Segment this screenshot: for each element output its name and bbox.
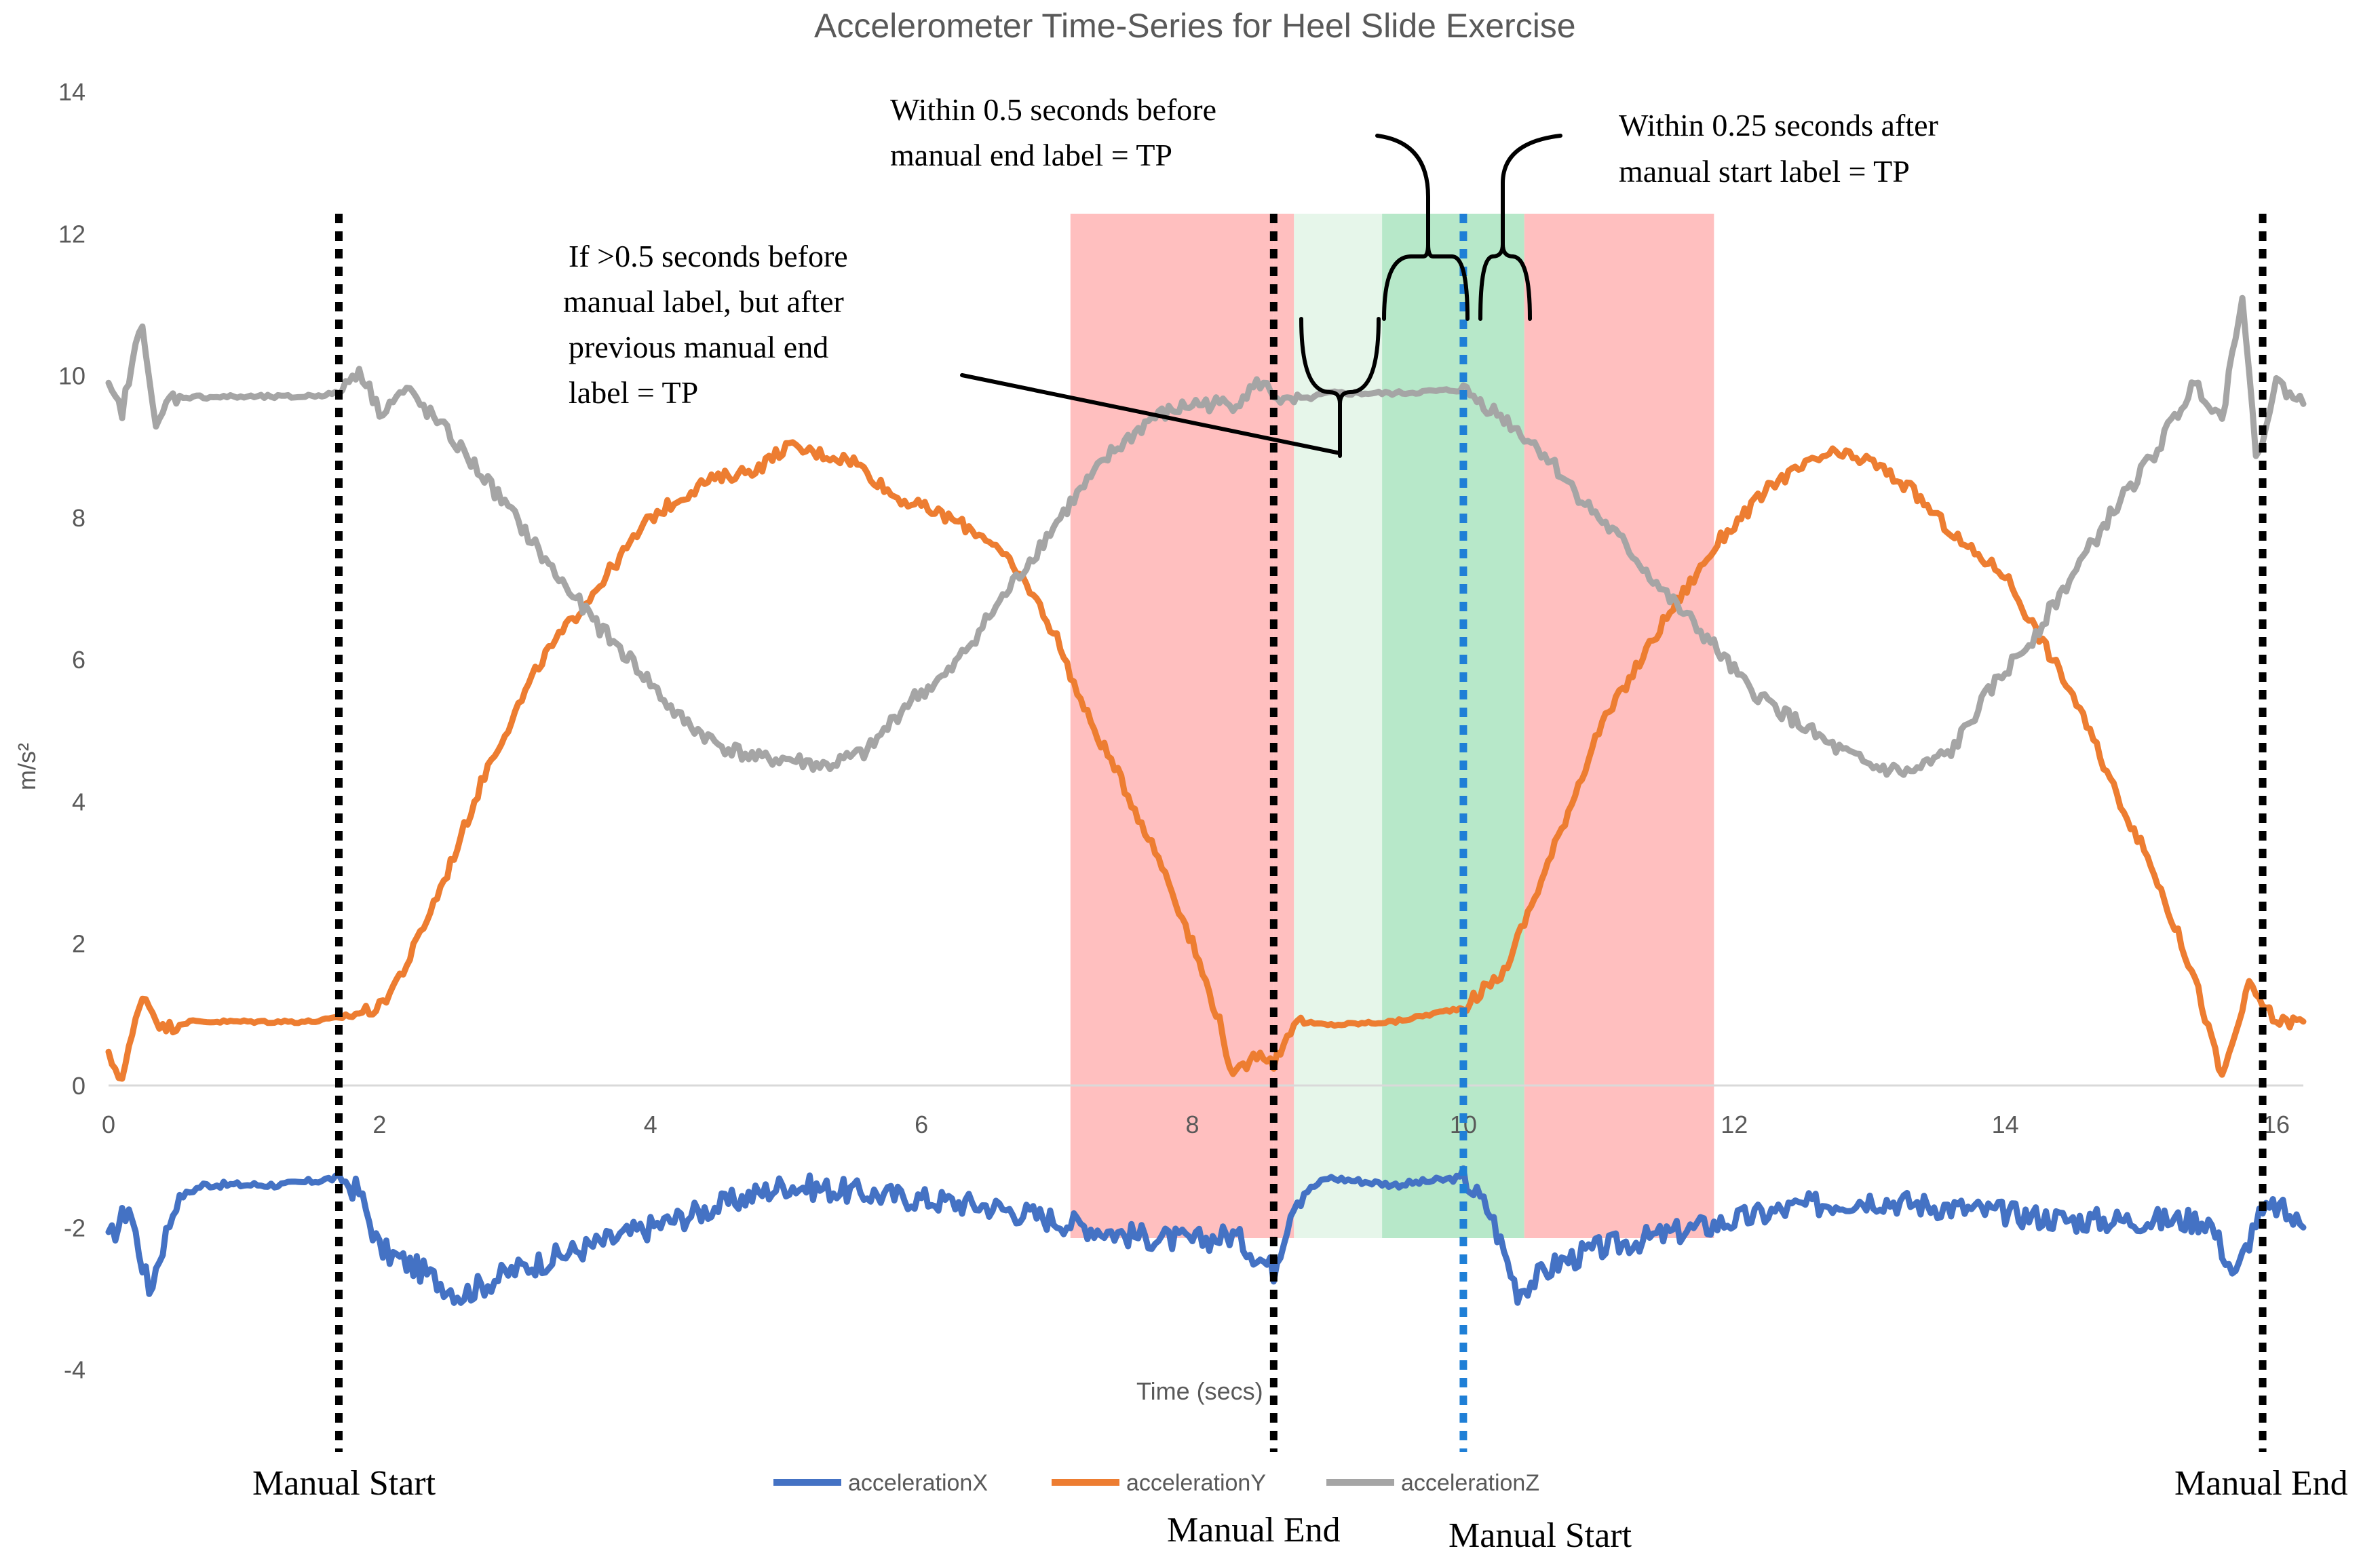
annotation-within-quarter-second-1: Within 0.25 seconds after	[1619, 108, 1938, 142]
marker-label-manual-start-2: Manual Start	[1448, 1516, 1632, 1555]
series-lines	[105, 294, 2307, 1306]
x-tick-label-7: 14	[1992, 1111, 2019, 1138]
annotation-within-half-second-1: Within 0.5 seconds before	[890, 92, 1216, 127]
annotation-within-quarter-second-2: manual start label = TP	[1619, 154, 1910, 189]
y-tick-label-6: 2	[72, 930, 85, 958]
shaded-region-4	[1524, 214, 1714, 1238]
brace-before-end	[1299, 317, 1381, 458]
annotation-gt-half-second-2: manual label, but after	[563, 284, 844, 319]
y-tick-label-3: 8	[72, 504, 85, 532]
series-line-accelerationY	[105, 439, 2307, 1082]
x-tick-label-3: 6	[915, 1111, 928, 1138]
series-line-accelerationZ	[105, 294, 2307, 778]
legend-label-acceleration-z: accelerationZ	[1401, 1470, 1539, 1496]
marker-label-manual-end-2: Manual End	[2174, 1464, 2348, 1503]
y-tick-labels: 14 12 10 8 6 4 2 0 -2 -4	[58, 78, 85, 1384]
marker-label-manual-start-1: Manual Start	[252, 1464, 436, 1503]
y-tick-label-9: -4	[64, 1356, 85, 1384]
y-tick-label-5: 4	[72, 788, 85, 815]
series-line-accelerationX	[105, 1165, 2307, 1306]
chart-title: Accelerometer Time-Series for Heel Slide…	[814, 7, 1576, 45]
brace-within-quarter-second	[1478, 134, 1562, 321]
x-tick-labels: 0 2 4 6 8 10 12 14 16	[102, 1111, 2290, 1138]
x-tick-label-0: 0	[102, 1111, 115, 1138]
annotations: If >0.5 seconds before manual label, but…	[563, 92, 1938, 410]
vertical-markers	[334, 214, 2267, 1452]
y-tick-label-4: 6	[72, 646, 85, 674]
y-tick-label-2: 10	[58, 362, 85, 390]
annotation-within-half-second-2: manual end label = TP	[890, 138, 1172, 172]
y-tick-label-1: 12	[58, 220, 85, 248]
brace-within-half-second	[1375, 134, 1470, 321]
marker-label-manual-end-1: Manual End	[1167, 1511, 1341, 1550]
annotation-pointer-line	[960, 373, 1342, 455]
legend-label-acceleration-x: accelerationX	[848, 1470, 988, 1496]
y-axis-label: m/s²	[13, 743, 41, 790]
y-tick-label-8: -2	[64, 1214, 85, 1242]
shaded-regions	[1070, 214, 1714, 1238]
x-tick-label-6: 12	[1721, 1111, 1748, 1138]
legend: accelerationX accelerationY acceleration…	[773, 1470, 1539, 1496]
annotation-gt-half-second-1: If >0.5 seconds before	[569, 239, 848, 273]
x-tick-label-8: 16	[2263, 1111, 2290, 1138]
annotation-graphics	[960, 134, 1562, 458]
y-tick-label-0: 14	[58, 78, 85, 106]
annotation-gt-half-second-4: label = TP	[569, 375, 698, 410]
x-axis-label: Time (secs)	[1136, 1377, 1263, 1405]
legend-label-acceleration-y: accelerationY	[1126, 1470, 1266, 1496]
y-tick-label-7: 0	[72, 1072, 85, 1100]
shaded-region-3	[1382, 214, 1524, 1238]
x-tick-label-1: 2	[372, 1111, 386, 1138]
x-tick-label-4: 8	[1186, 1111, 1199, 1138]
x-tick-label-2: 4	[644, 1111, 657, 1138]
annotation-gt-half-second-3: previous manual end	[569, 330, 828, 364]
